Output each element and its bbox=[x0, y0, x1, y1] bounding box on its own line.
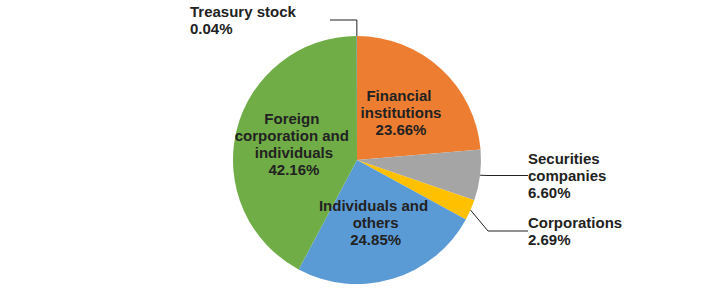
svg-text:Foreign: Foreign bbox=[264, 110, 323, 127]
svg-text:Treasury stock: Treasury stock bbox=[190, 3, 297, 20]
svg-text:24.85%: 24.85% bbox=[350, 231, 401, 248]
svg-text:corporation and: corporation and bbox=[235, 127, 353, 144]
svg-text:42.16%: 42.16% bbox=[268, 161, 319, 178]
svg-text:individuals: individuals bbox=[255, 144, 333, 161]
svg-text:6.60%: 6.60% bbox=[528, 184, 571, 201]
svg-text:institutions: institutions bbox=[361, 104, 442, 121]
svg-text:Financial: Financial bbox=[366, 87, 435, 104]
svg-text:23.66%: 23.66% bbox=[376, 121, 427, 138]
svg-text:others: others bbox=[353, 214, 399, 231]
svg-text:2.69%: 2.69% bbox=[528, 231, 571, 248]
svg-text:0.04%: 0.04% bbox=[190, 20, 233, 37]
svg-text:Corporations: Corporations bbox=[528, 214, 622, 231]
svg-text:companies: companies bbox=[528, 167, 606, 184]
svg-text:Securities: Securities bbox=[528, 150, 604, 167]
svg-text:Individuals and: Individuals and bbox=[319, 197, 432, 214]
